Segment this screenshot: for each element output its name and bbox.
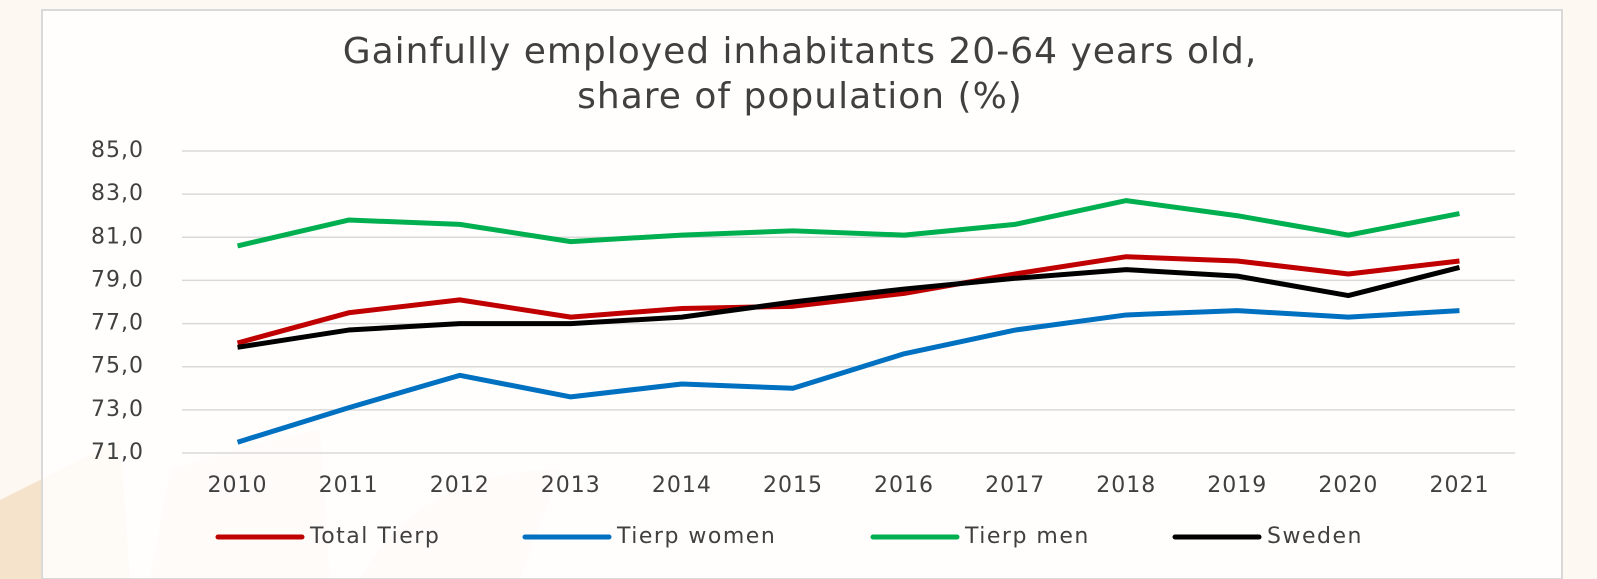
y-tick-label: 85,0 — [91, 138, 144, 163]
x-tick-label: 2014 — [652, 473, 712, 498]
series-line — [237, 265, 1461, 350]
x-tick-label: 2021 — [1429, 473, 1489, 498]
series-line — [236, 254, 1460, 346]
y-tick-label: 77,0 — [91, 311, 144, 336]
legend-label: Total Tierp — [309, 524, 440, 549]
series-line — [236, 308, 1460, 445]
y-tick-label: 73,0 — [91, 397, 144, 422]
y-tick-label: 83,0 — [91, 181, 144, 206]
x-tick-label: 2011 — [319, 473, 379, 498]
y-tick-label: 81,0 — [91, 224, 144, 249]
chart-area — [41, 9, 1563, 579]
x-tick-label: 2012 — [430, 473, 490, 498]
y-tick-label: 71,0 — [91, 440, 144, 465]
y-tick-label: 75,0 — [91, 354, 144, 379]
x-tick-label: 2010 — [208, 473, 268, 498]
legend-label: Tierp men — [964, 524, 1090, 549]
chart-title: Gainfully employed inhabitants 20-64 yea… — [343, 31, 1258, 72]
x-tick-label: 2018 — [1096, 473, 1156, 498]
x-tick-label: 2017 — [985, 473, 1045, 498]
x-tick-label: 2013 — [541, 473, 601, 498]
chart-title: share of population (%) — [577, 76, 1023, 117]
x-tick-label: 2019 — [1207, 473, 1267, 498]
y-tick-label: 79,0 — [91, 267, 144, 292]
x-tick-label: 2020 — [1318, 473, 1378, 498]
legend-label: Sweden — [1267, 524, 1363, 549]
x-tick-label: 2016 — [874, 473, 934, 498]
x-tick-label: 2015 — [763, 473, 823, 498]
legend-label: Tierp women — [616, 524, 776, 549]
series-line — [236, 198, 1460, 249]
